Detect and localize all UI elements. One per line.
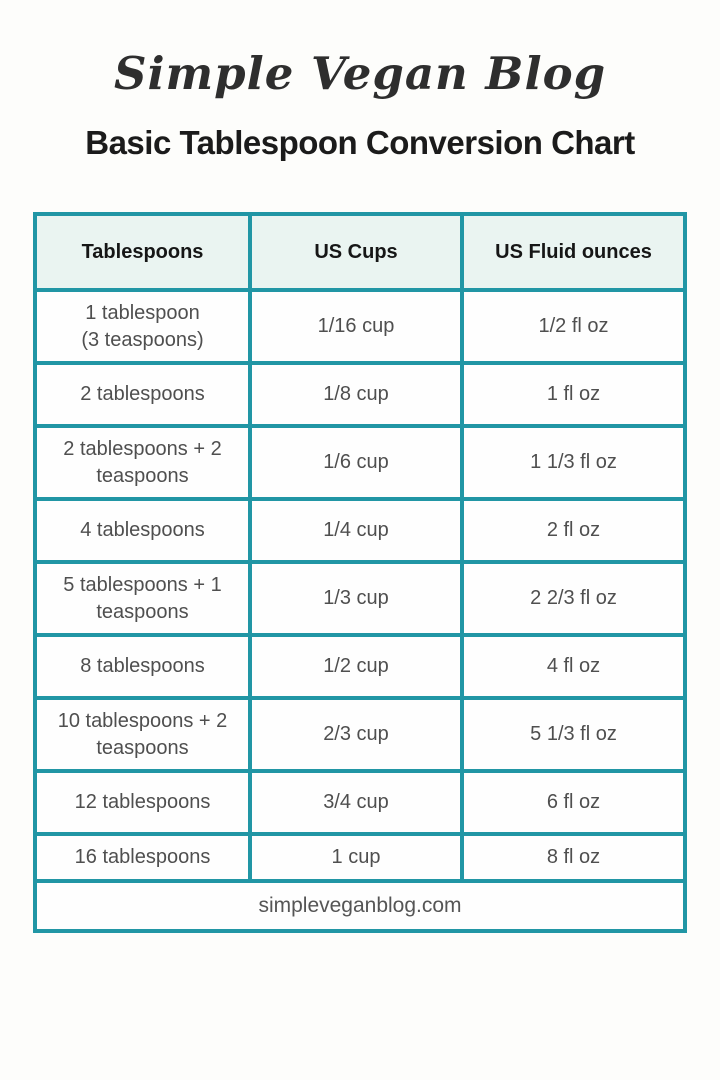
table-row: 1 tablespoon (3 teaspoons) 1/16 cup 1/2 …: [33, 288, 687, 365]
table-row: 2 tablespoons + 2 teaspoons 1/6 cup 1 1/…: [33, 424, 687, 501]
column-header-us-fluid-ounces: US Fluid ounces: [460, 212, 687, 292]
cell-us-fluid-ounces: 6 fl oz: [460, 769, 687, 836]
cell-tablespoons: 2 tablespoons: [33, 361, 252, 428]
cell-us-cups: 1/4 cup: [248, 497, 464, 564]
conversion-table: Tablespoons US Cups US Fluid ounces 1 ta…: [33, 212, 687, 933]
cell-us-fluid-ounces: 8 fl oz: [460, 832, 687, 883]
column-header-us-cups: US Cups: [248, 212, 464, 292]
cell-us-fluid-ounces: 2 2/3 fl oz: [460, 560, 687, 637]
table-footer-row: simpleveganblog.com: [33, 879, 687, 933]
cell-tablespoons: 4 tablespoons: [33, 497, 252, 564]
column-header-tablespoons: Tablespoons: [33, 212, 252, 292]
table-row: 12 tablespoons 3/4 cup 6 fl oz: [33, 769, 687, 836]
table-row: 16 tablespoons 1 cup 8 fl oz: [33, 832, 687, 883]
cell-tablespoons: 5 tablespoons + 1 teaspoons: [33, 560, 252, 637]
cell-us-fluid-ounces: 1 1/3 fl oz: [460, 424, 687, 501]
cell-us-cups: 1/3 cup: [248, 560, 464, 637]
footer-site-url: simpleveganblog.com: [33, 879, 687, 933]
table-row: 5 tablespoons + 1 teaspoons 1/3 cup 2 2/…: [33, 560, 687, 637]
cell-tablespoons: 1 tablespoon (3 teaspoons): [33, 288, 252, 365]
cell-us-fluid-ounces: 5 1/3 fl oz: [460, 696, 687, 773]
cell-us-cups: 1/16 cup: [248, 288, 464, 365]
table-row: 8 tablespoons 1/2 cup 4 fl oz: [33, 633, 687, 700]
cell-us-fluid-ounces: 1 fl oz: [460, 361, 687, 428]
cell-tablespoons: 12 tablespoons: [33, 769, 252, 836]
page-title: Basic Tablespoon Conversion Chart: [85, 124, 635, 161]
cell-us-fluid-ounces: 1/2 fl oz: [460, 288, 687, 365]
cell-tablespoons: 8 tablespoons: [33, 633, 252, 700]
cell-us-fluid-ounces: 4 fl oz: [460, 633, 687, 700]
table-row: 2 tablespoons 1/8 cup 1 fl oz: [33, 361, 687, 428]
cell-us-cups: 1/6 cup: [248, 424, 464, 501]
cell-us-cups: 2/3 cup: [248, 696, 464, 773]
cell-tablespoons: 2 tablespoons + 2 teaspoons: [33, 424, 252, 501]
cell-tablespoons: 10 tablespoons + 2 teaspoons: [33, 696, 252, 773]
cell-tablespoons: 16 tablespoons: [33, 832, 252, 883]
cell-us-cups: 3/4 cup: [248, 769, 464, 836]
logo-text: Simple Vegan Blog: [113, 47, 607, 100]
cell-us-cups: 1/8 cup: [248, 361, 464, 428]
table-header-row: Tablespoons US Cups US Fluid ounces: [33, 212, 687, 292]
table-row: 10 tablespoons + 2 teaspoons 2/3 cup 5 1…: [33, 696, 687, 773]
cell-us-fluid-ounces: 2 fl oz: [460, 497, 687, 564]
cell-us-cups: 1 cup: [248, 832, 464, 883]
table-row: 4 tablespoons 1/4 cup 2 fl oz: [33, 497, 687, 564]
cell-us-cups: 1/2 cup: [248, 633, 464, 700]
